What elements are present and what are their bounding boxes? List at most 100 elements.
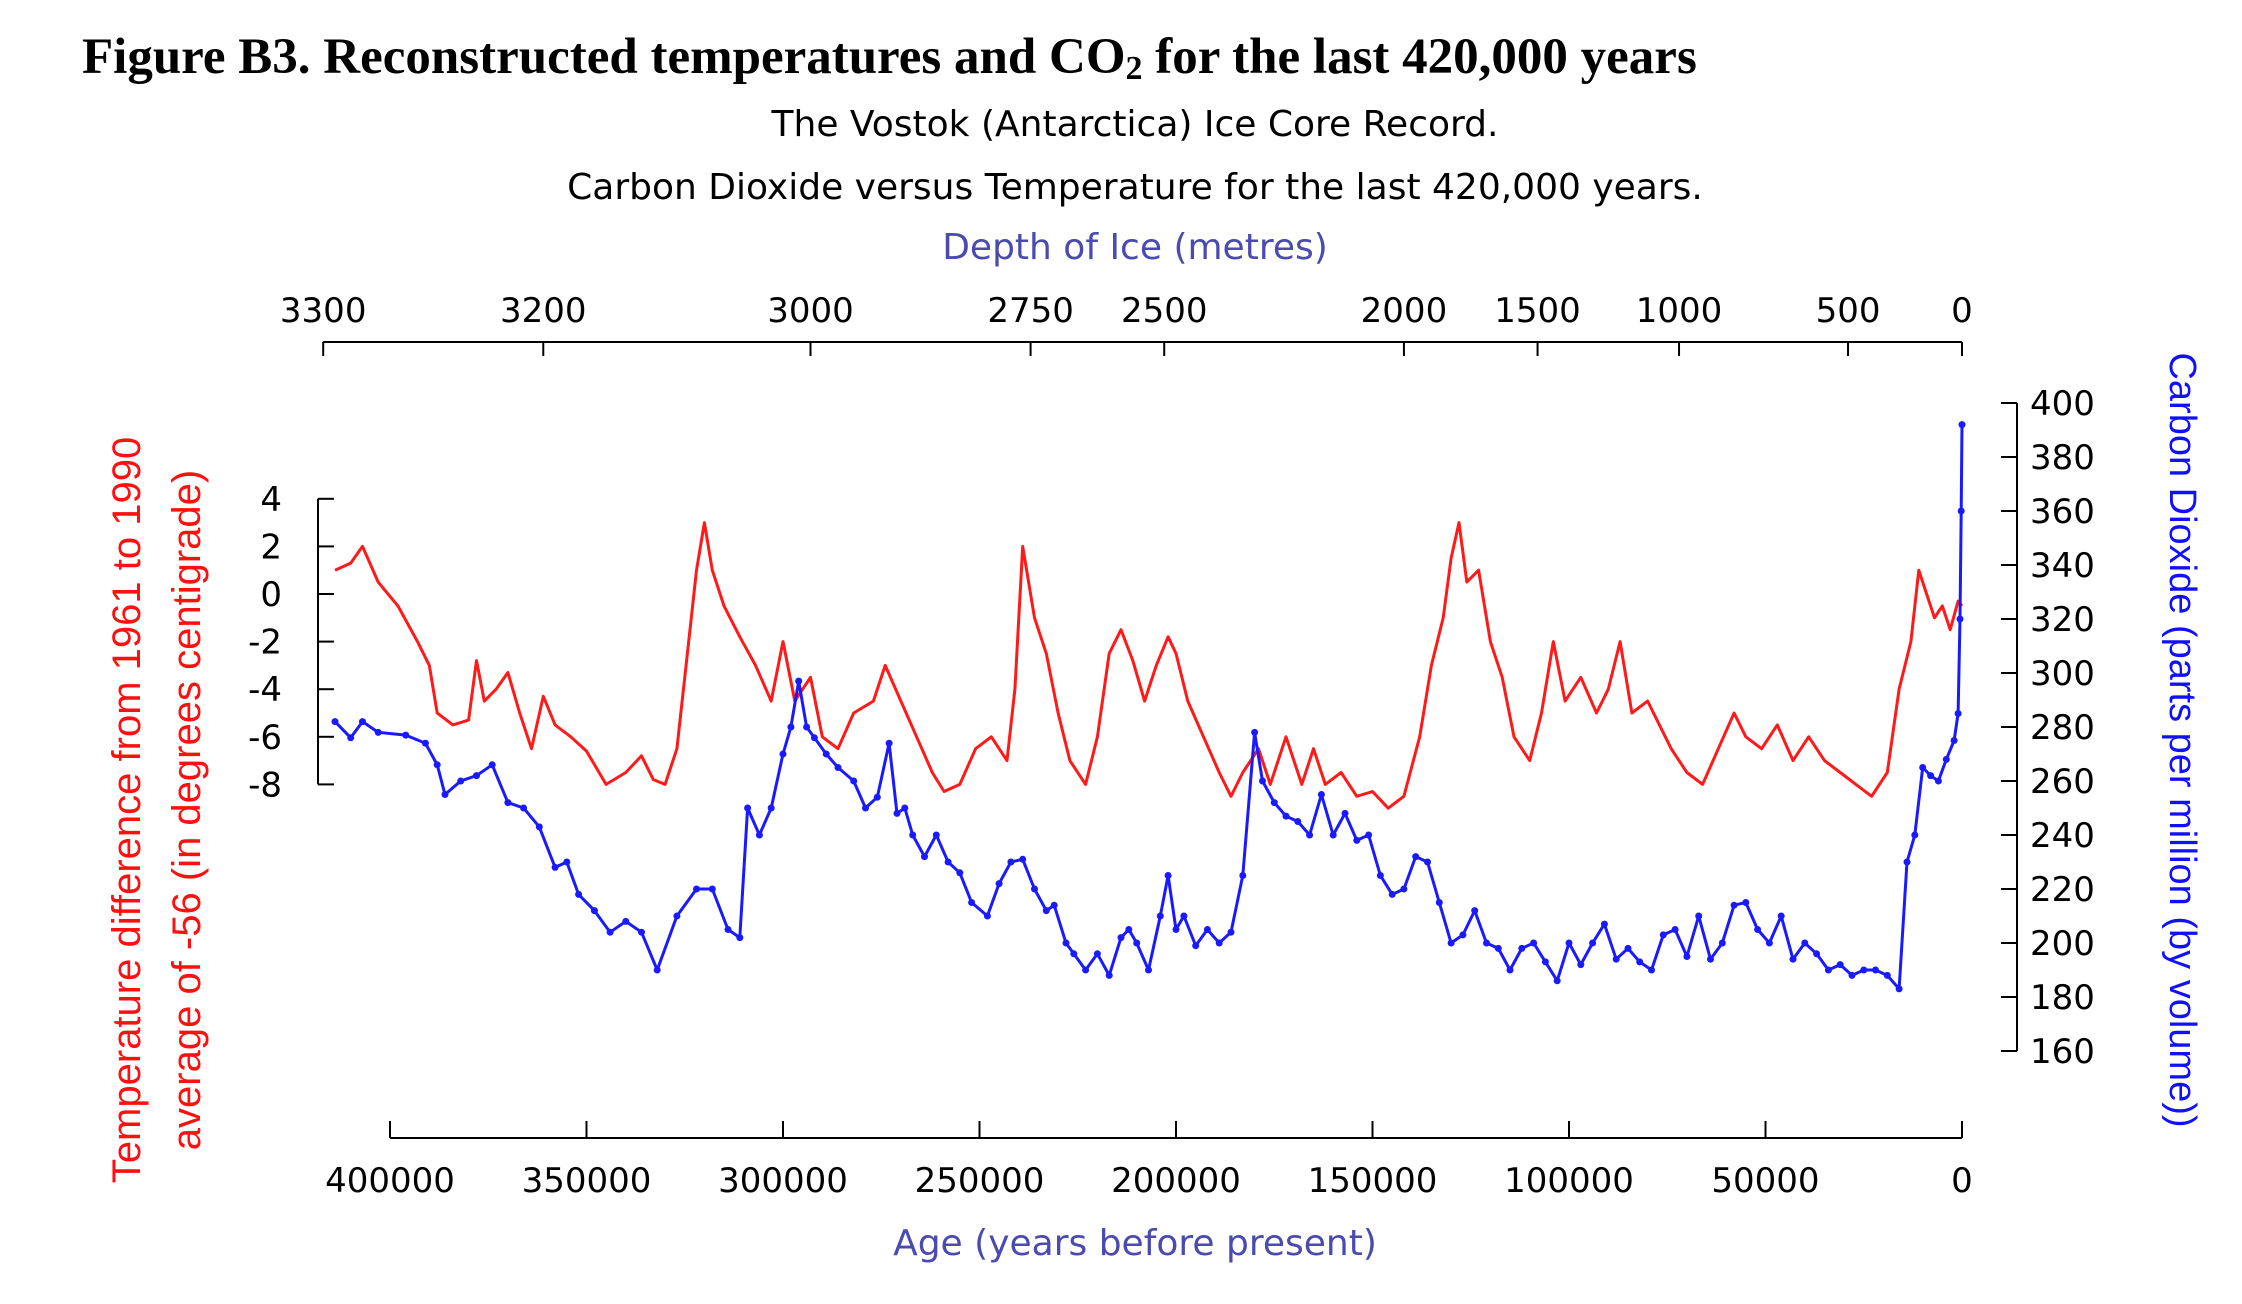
depth-tick-label: 3300 bbox=[280, 291, 367, 331]
co2-point bbox=[1730, 901, 1738, 909]
co2-point bbox=[803, 723, 811, 731]
co2-point bbox=[1589, 939, 1597, 947]
co2-point bbox=[1860, 966, 1868, 974]
co2-point bbox=[1911, 831, 1919, 839]
co2-axis: 400 380 360 340 320 300 280 260 240 220 200 180 160 bbox=[2001, 384, 2095, 1072]
depth-tick-label: 2000 bbox=[1361, 291, 1448, 331]
co2-point bbox=[1950, 737, 1958, 744]
co2-point bbox=[653, 966, 661, 974]
co2-point bbox=[1270, 799, 1278, 807]
age-tick-label: 350000 bbox=[522, 1161, 652, 1201]
co2-point bbox=[1117, 934, 1125, 942]
depth-tick-label: 500 bbox=[1816, 291, 1881, 331]
co2-point bbox=[1707, 955, 1714, 963]
co2-point bbox=[932, 831, 940, 839]
co2-point bbox=[909, 831, 917, 839]
co2-point bbox=[359, 718, 366, 726]
co2-point bbox=[822, 750, 830, 758]
co2-point bbox=[1062, 939, 1070, 947]
co2-point bbox=[1530, 939, 1538, 947]
co2-point bbox=[810, 734, 818, 742]
co2-point bbox=[850, 777, 858, 785]
co2-point bbox=[1019, 855, 1027, 863]
co2-point bbox=[1031, 885, 1038, 893]
co2-tick-label: 380 bbox=[2030, 438, 2095, 478]
co2-point bbox=[1353, 836, 1361, 844]
co2-point bbox=[1400, 885, 1408, 893]
depth-axis: 3300 3200 3000 2750 2500 2000 1500 1000 500 0 bbox=[280, 291, 1973, 356]
co2-point bbox=[1934, 777, 1942, 785]
co2-point bbox=[1895, 985, 1903, 993]
co2-point bbox=[885, 739, 893, 747]
temperature-axis: 4 2 0 -2 -4 -6 -8 bbox=[248, 480, 334, 805]
co2-point bbox=[374, 728, 382, 736]
chart-title: The Vostok (Antarctica) Ice Core Record. bbox=[771, 104, 1499, 145]
co2-point bbox=[1239, 872, 1247, 879]
co2-tick-label: 200 bbox=[2030, 924, 2095, 964]
co2-point bbox=[1180, 912, 1188, 920]
co2-point bbox=[708, 885, 716, 893]
co2-point bbox=[1848, 971, 1856, 979]
co2-point bbox=[402, 731, 410, 739]
co2-point bbox=[1459, 931, 1467, 939]
co2-point bbox=[590, 907, 598, 915]
temperature-tick-label: -8 bbox=[248, 765, 282, 805]
co2-point bbox=[488, 761, 496, 769]
age-tick-label: 200000 bbox=[1111, 1161, 1241, 1201]
co2-point bbox=[834, 764, 842, 771]
co2-point bbox=[1942, 755, 1950, 763]
co2-point bbox=[1600, 920, 1608, 928]
co2-point bbox=[1341, 809, 1349, 817]
co2-point bbox=[1659, 931, 1667, 939]
temperature-line bbox=[334, 521, 1964, 810]
co2-point bbox=[1471, 907, 1479, 915]
co2-point bbox=[441, 791, 449, 798]
age-tick-label: 0 bbox=[1951, 1161, 1973, 1201]
co2-point bbox=[1957, 507, 1965, 515]
x-axis-label: Age (years before present) bbox=[893, 1223, 1377, 1264]
temperature-tick-label: -6 bbox=[248, 718, 282, 758]
co2-point bbox=[1447, 939, 1455, 947]
co2-point bbox=[331, 718, 339, 726]
age-tick-label: 300000 bbox=[718, 1161, 848, 1201]
co2-point bbox=[983, 912, 991, 920]
series-layer bbox=[331, 421, 1966, 993]
co2-point bbox=[1958, 421, 1966, 429]
co2-tick-label: 220 bbox=[2030, 870, 2095, 910]
co2-point bbox=[1227, 928, 1235, 936]
co2-tick-label: 300 bbox=[2030, 654, 2095, 694]
depth-tick-label: 0 bbox=[1951, 291, 1973, 331]
co2-point bbox=[1612, 955, 1620, 963]
age-tick-label: 100000 bbox=[1504, 1161, 1634, 1201]
co2-point bbox=[1093, 950, 1101, 958]
co2-tick-label: 400 bbox=[2030, 384, 2095, 424]
figure-heading-subscript: 2 bbox=[1125, 50, 1143, 87]
co2-point bbox=[1553, 977, 1561, 985]
figure-heading: Figure B3. Reconstructed temperatures an… bbox=[82, 28, 1697, 88]
co2-point bbox=[520, 804, 528, 812]
co2-point bbox=[1388, 890, 1396, 898]
age-axis: 400000 350000 300000 250000 200000 150000 1000… bbox=[325, 1121, 1973, 1201]
co2-point bbox=[535, 823, 543, 831]
co2-point bbox=[606, 928, 614, 936]
co2-point bbox=[755, 831, 763, 839]
top-axis-label: Depth of Ice (metres) bbox=[942, 227, 1328, 268]
co2-point bbox=[473, 772, 480, 780]
co2-point bbox=[563, 858, 571, 866]
co2-point bbox=[1306, 831, 1314, 839]
co2-point bbox=[1483, 939, 1490, 947]
depth-tick-label: 1000 bbox=[1636, 291, 1723, 331]
co2-point bbox=[1145, 966, 1152, 974]
co2-point bbox=[1518, 944, 1526, 952]
age-tick-label: 50000 bbox=[1711, 1161, 1819, 1201]
co2-point bbox=[795, 677, 803, 685]
co2-point bbox=[1577, 961, 1585, 969]
co2-line bbox=[333, 424, 1964, 991]
co2-point bbox=[1956, 615, 1964, 623]
co2-point bbox=[1317, 791, 1325, 798]
co2-point bbox=[1376, 872, 1384, 879]
temperature-tick-label: 2 bbox=[260, 527, 282, 567]
co2-point bbox=[1765, 939, 1773, 947]
co2-point bbox=[1172, 926, 1180, 933]
